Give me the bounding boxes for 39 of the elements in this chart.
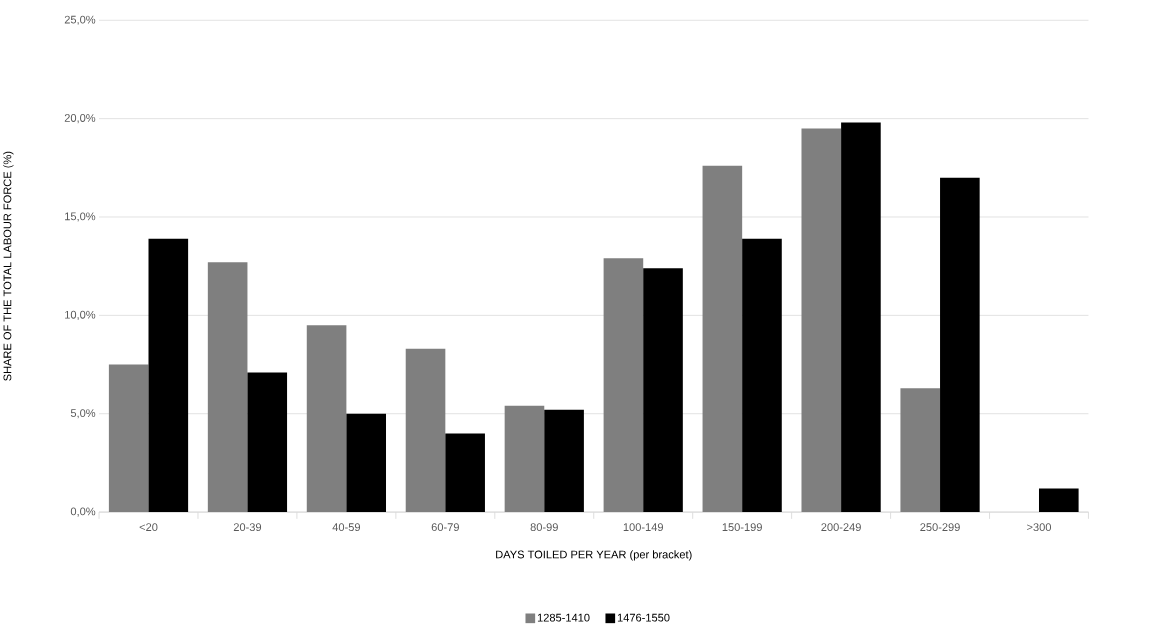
bar	[346, 413, 387, 513]
x-tick-label: 80-99	[530, 523, 558, 532]
x-tick-label: <20	[139, 523, 158, 532]
bar	[405, 349, 446, 513]
bar	[1038, 488, 1079, 513]
bar	[643, 268, 683, 513]
bar	[900, 388, 941, 513]
y-tick-label: 20,0%	[64, 114, 96, 124]
bar	[742, 238, 782, 513]
bar	[207, 262, 248, 513]
bar	[801, 128, 842, 513]
y-tick-label: 0,0%	[70, 507, 96, 517]
x-tick-label: 60-79	[431, 523, 459, 532]
x-tick-label: 200-249	[821, 523, 861, 532]
bar	[940, 177, 980, 513]
y-tick-label: 15,0%	[65, 212, 96, 222]
bar	[445, 433, 485, 513]
x-tick-label: 250-299	[920, 523, 960, 532]
x-tick-label: 20-39	[233, 523, 262, 532]
bar	[247, 372, 288, 513]
bar	[702, 166, 743, 513]
bar	[841, 122, 881, 513]
y-tick-label: 5,0%	[70, 409, 96, 419]
bar	[148, 238, 189, 513]
bar	[306, 325, 347, 513]
legend-label: 1476-1550	[617, 613, 670, 622]
x-axis-title: DAYS TOILED PER YEAR (per bracket)	[496, 550, 692, 561]
legend-label: 1285-1410	[537, 613, 590, 622]
bar	[603, 258, 644, 513]
y-axis-title: SHARE OF THE TOTAL LABOUR FORCE (%)	[3, 152, 14, 382]
bar	[108, 364, 149, 513]
bar	[544, 410, 584, 513]
x-tick-label: 150-199	[722, 523, 762, 532]
y-tick-label: 25,0%	[64, 15, 96, 26]
x-tick-label: 40-59	[332, 523, 361, 532]
x-tick-label: 100-149	[623, 523, 663, 532]
bar	[504, 406, 545, 513]
y-tick-label: 10,0%	[65, 311, 96, 321]
x-tick-label: >300	[1027, 523, 1052, 532]
